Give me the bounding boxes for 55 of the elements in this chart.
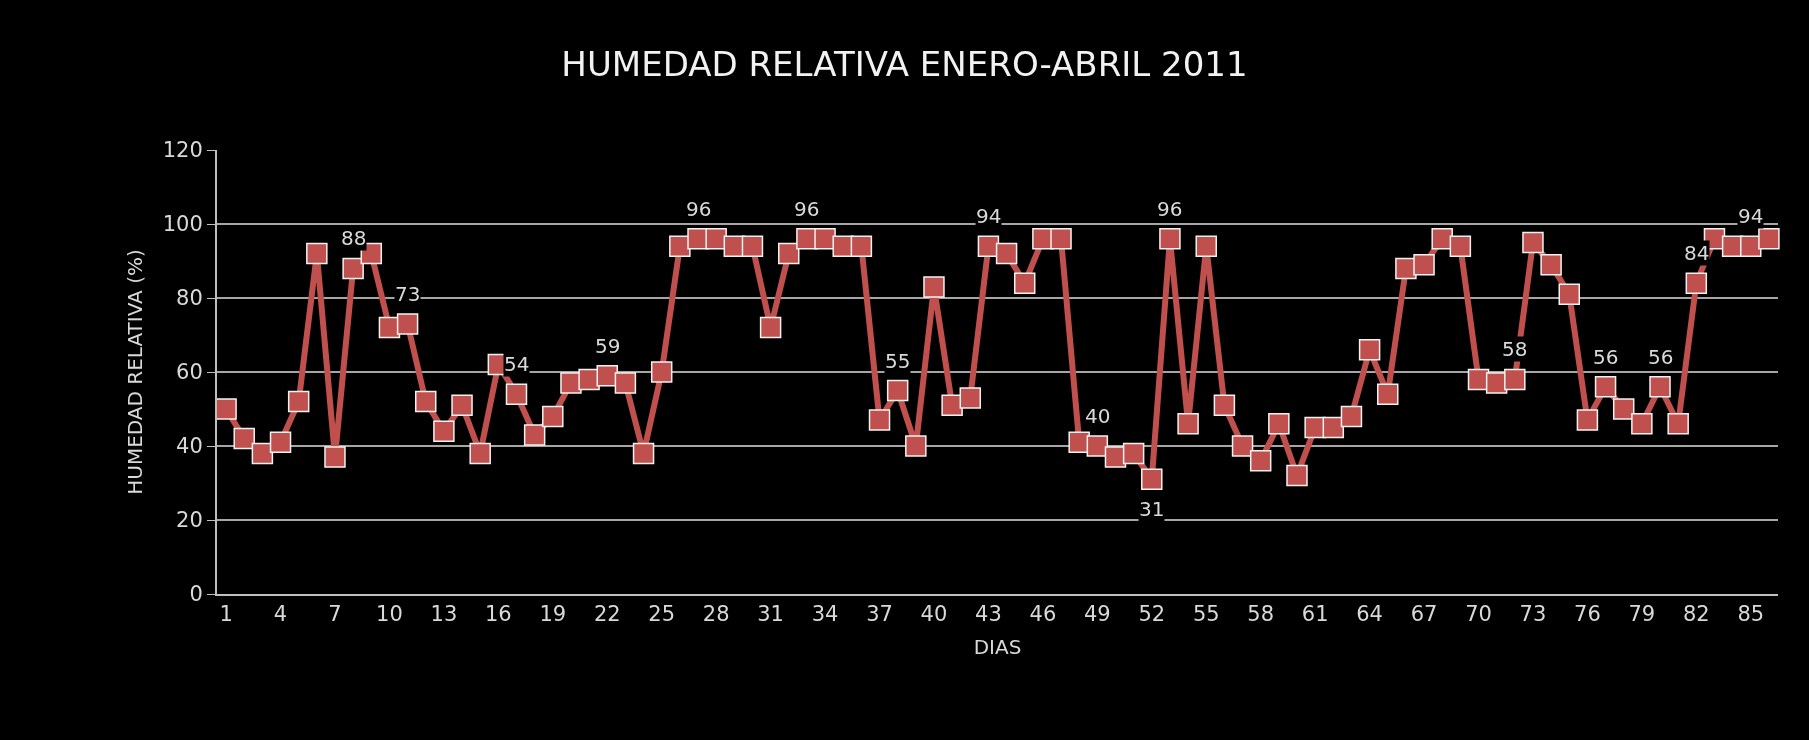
data-label: 96 bbox=[686, 197, 712, 221]
x-tick-label: 34 bbox=[811, 602, 839, 627]
x-axis-title: DIAS bbox=[973, 635, 1022, 660]
x-tick-label: 25 bbox=[648, 602, 676, 627]
data-label: 73 bbox=[395, 282, 421, 306]
y-tick-label: 120 bbox=[162, 138, 203, 163]
x-tick-label: 31 bbox=[757, 602, 784, 627]
x-tick-label: 52 bbox=[1138, 602, 1166, 627]
data-label: 31 bbox=[1139, 497, 1165, 521]
data-label: 96 bbox=[794, 197, 820, 221]
y-tick-label: 80 bbox=[176, 286, 203, 311]
x-tick-label: 70 bbox=[1465, 602, 1492, 627]
data-label: 94 bbox=[1738, 204, 1764, 228]
x-tick-label: 7 bbox=[328, 602, 342, 627]
y-tick-label: 20 bbox=[176, 508, 203, 533]
chart-title: HUMEDAD RELATIVA ENERO-ABRIL 2011 bbox=[561, 43, 1248, 84]
y-tick-label: 60 bbox=[176, 360, 203, 385]
x-tick-label: 55 bbox=[1192, 602, 1220, 627]
x-tick-label: 37 bbox=[866, 602, 893, 627]
x-tick-label: 76 bbox=[1574, 602, 1601, 627]
x-tick-label: 28 bbox=[702, 602, 730, 627]
data-label: 55 bbox=[885, 349, 911, 373]
data-label: 58 bbox=[1502, 337, 1528, 361]
x-tick-label: 85 bbox=[1737, 602, 1765, 627]
x-tick-label: 16 bbox=[484, 602, 512, 627]
x-tick-label: 82 bbox=[1682, 602, 1710, 627]
x-tick-label: 22 bbox=[593, 602, 621, 627]
x-tick-label: 49 bbox=[1083, 602, 1111, 627]
y-axis-title: HUMEDAD RELATIVA (%) bbox=[122, 249, 147, 495]
x-tick-label: 10 bbox=[376, 602, 403, 627]
y-tick-label: 0 bbox=[189, 582, 203, 607]
x-tick-label: 67 bbox=[1410, 602, 1438, 627]
data-label: 59 bbox=[595, 334, 621, 358]
x-tick-label: 73 bbox=[1519, 602, 1547, 627]
y-tick-label: 40 bbox=[176, 434, 203, 459]
x-tick-label: 64 bbox=[1356, 602, 1383, 627]
x-tick-label: 4 bbox=[273, 602, 288, 627]
x-tick-label: 40 bbox=[920, 602, 948, 627]
x-tick-label: 13 bbox=[430, 602, 458, 627]
data-label: 40 bbox=[1085, 404, 1111, 428]
x-tick-label: 58 bbox=[1247, 602, 1275, 627]
x-tick-label: 43 bbox=[975, 602, 1002, 627]
y-tick-label: 100 bbox=[162, 212, 203, 237]
data-label: 88 bbox=[341, 226, 367, 250]
x-tick-label: 1 bbox=[219, 602, 233, 627]
data-label: 84 bbox=[1684, 241, 1710, 265]
data-label: 56 bbox=[1593, 345, 1619, 369]
data-label: 54 bbox=[504, 352, 530, 376]
x-tick-label: 61 bbox=[1301, 602, 1329, 627]
x-tick-label: 46 bbox=[1029, 602, 1057, 627]
data-label: 94 bbox=[976, 204, 1002, 228]
data-label: 56 bbox=[1648, 345, 1674, 369]
data-label: 96 bbox=[1157, 197, 1183, 221]
x-tick-label: 79 bbox=[1628, 602, 1656, 627]
x-tick-label: 19 bbox=[539, 602, 567, 627]
